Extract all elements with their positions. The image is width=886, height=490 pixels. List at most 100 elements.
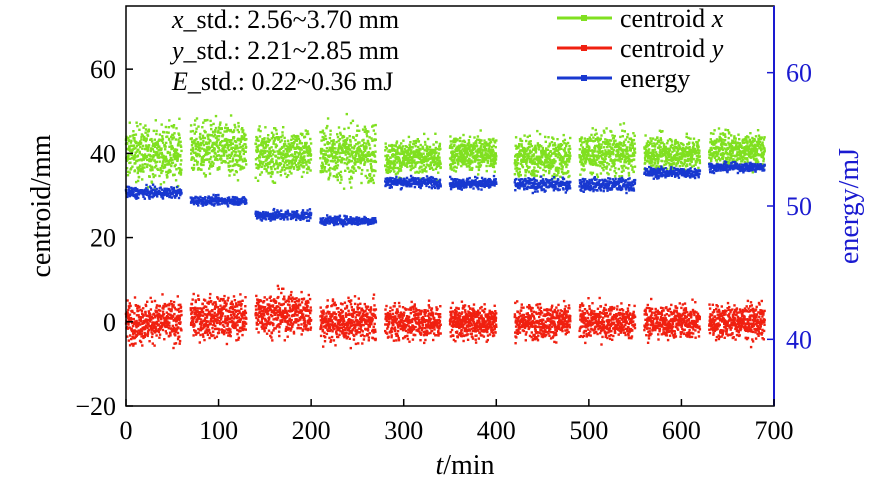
data-point [220, 154, 223, 158]
data-point [655, 142, 659, 145]
data-point [219, 141, 222, 144]
data-point [680, 157, 683, 161]
data-point [416, 138, 419, 141]
data-point [485, 169, 488, 173]
data-point [161, 162, 164, 165]
data-point [559, 156, 562, 160]
data-point [268, 153, 272, 156]
data-point [435, 165, 439, 168]
data-point [668, 149, 672, 152]
data-point [209, 292, 212, 296]
data-point [543, 161, 547, 164]
data-point [590, 158, 594, 162]
data-point [159, 167, 162, 170]
data-point [667, 154, 670, 157]
data-point [157, 330, 161, 334]
data-point [483, 139, 486, 142]
data-point [154, 174, 157, 177]
data-point [560, 161, 564, 164]
data-point [324, 134, 327, 138]
data-point [542, 168, 545, 172]
data-point [179, 140, 182, 143]
data-point [163, 302, 166, 306]
data-point [417, 145, 420, 149]
data-point [660, 150, 664, 154]
data-point [201, 302, 204, 305]
data-point [126, 327, 130, 330]
data-point [128, 326, 131, 329]
data-point [200, 147, 204, 150]
data-point [178, 322, 182, 325]
data-point [386, 165, 389, 169]
data-point [222, 152, 226, 155]
data-point [580, 168, 584, 171]
data-point [423, 169, 426, 173]
data-point [265, 168, 268, 171]
data-point [474, 157, 477, 161]
data-point [234, 126, 237, 129]
data-point [173, 165, 176, 168]
data-point [199, 132, 202, 136]
data-point [519, 154, 522, 157]
data-point [363, 130, 366, 133]
data-point [374, 123, 377, 127]
data-point [209, 323, 212, 326]
data-point [179, 314, 182, 318]
data-point [223, 149, 226, 152]
data-point [167, 327, 170, 330]
data-point [481, 151, 484, 155]
data-point [536, 129, 539, 133]
data-point [710, 159, 713, 162]
data-point [598, 147, 601, 150]
data-point [254, 163, 258, 166]
data-point [468, 135, 472, 138]
data-point [352, 136, 355, 139]
data-point [659, 152, 662, 156]
data-point [131, 324, 135, 328]
data-point [368, 174, 372, 177]
data-point [544, 155, 547, 158]
data-point [549, 158, 552, 162]
data-point [330, 152, 334, 155]
data-point [592, 158, 596, 161]
data-point [245, 138, 248, 141]
data-point [547, 171, 551, 175]
data-point [151, 148, 155, 151]
data-point [282, 145, 285, 148]
data-point [586, 157, 589, 160]
data-point [273, 150, 276, 153]
data-point [399, 164, 402, 167]
data-point [607, 173, 610, 176]
data-point [135, 180, 138, 184]
data-point [239, 155, 243, 158]
data-point [213, 143, 217, 146]
data-point [751, 139, 755, 142]
data-point [609, 139, 613, 142]
data-point [206, 333, 210, 336]
data-point [138, 166, 141, 169]
data-point [274, 146, 278, 149]
data-point [413, 161, 416, 165]
data-point [214, 126, 218, 130]
data-point [153, 314, 157, 317]
data-point [585, 155, 588, 159]
data-point [146, 332, 150, 335]
data-point [169, 327, 173, 330]
data-point [753, 147, 756, 150]
data-point [345, 147, 348, 150]
data-point [221, 306, 224, 309]
data-point [273, 181, 277, 184]
data-point [294, 147, 297, 150]
data-point [156, 317, 160, 320]
data-point [271, 180, 274, 183]
data-point [652, 164, 655, 167]
data-point [621, 148, 624, 151]
data-point [136, 171, 139, 175]
data-point [257, 167, 260, 170]
data-point [270, 137, 273, 140]
data-point [476, 152, 479, 155]
data-point [458, 139, 462, 143]
data-point [363, 125, 367, 128]
data-point [345, 142, 348, 146]
data-point [158, 336, 161, 339]
